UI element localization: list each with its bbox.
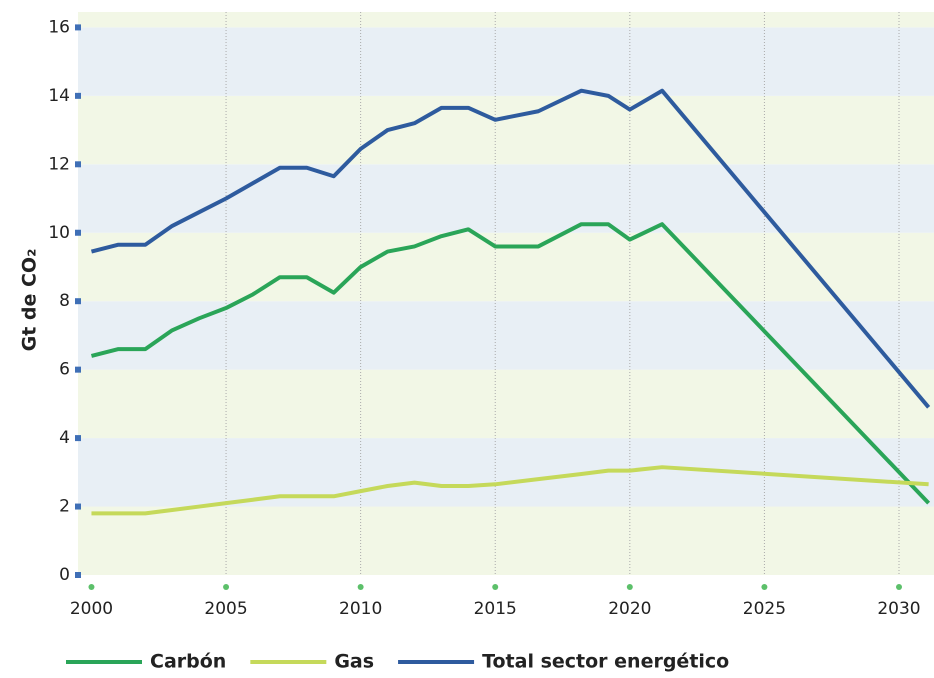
band — [78, 232, 934, 302]
y-tick — [75, 572, 81, 578]
band — [78, 12, 934, 28]
band — [78, 506, 934, 575]
legend: Carbón Gas Total sector energético — [66, 651, 729, 673]
x-tick — [88, 584, 95, 590]
y-tick — [75, 366, 81, 373]
y-tick — [75, 229, 81, 236]
x-tick-label: 2010 — [339, 599, 382, 619]
y-tick-label: 8 — [59, 291, 70, 311]
band — [78, 27, 934, 96]
y-tick — [75, 92, 81, 99]
x-tick — [761, 584, 768, 590]
x-tick-label: 2025 — [743, 599, 786, 619]
legend-label: Total sector energético — [482, 651, 729, 673]
y-tick-label: 0 — [59, 565, 70, 585]
series-line — [90, 222, 931, 505]
x-tick-label: 2015 — [474, 599, 517, 619]
y-tick-label: 16 — [48, 17, 70, 37]
band — [78, 369, 934, 439]
x-tick — [223, 584, 230, 590]
band — [78, 438, 934, 507]
y-tick — [75, 24, 81, 31]
x-tick — [896, 584, 903, 590]
series-line — [91, 465, 929, 516]
x-tick-label: 2030 — [877, 599, 920, 619]
y-tick-label: 14 — [48, 86, 70, 106]
y-tick — [75, 503, 81, 510]
band — [78, 164, 934, 233]
y-tick-label: 2 — [59, 497, 70, 517]
y-tick — [75, 435, 81, 442]
y-tick-label: 6 — [59, 360, 70, 380]
legend-label: Gas — [334, 651, 374, 673]
x-tick — [357, 584, 364, 590]
band — [78, 301, 934, 370]
y-tick — [75, 298, 81, 305]
x-tick-label: 2020 — [608, 599, 651, 619]
y-tick-label: 12 — [48, 154, 70, 174]
x-tick-label: 2000 — [70, 599, 113, 619]
x-tick-label: 2005 — [204, 599, 247, 619]
y-tick-label: 10 — [48, 223, 70, 243]
band — [78, 95, 934, 165]
x-tick — [626, 584, 633, 590]
legend-label: Carbón — [150, 651, 226, 673]
y-axis-label: Gt de CO₂ — [19, 249, 41, 352]
y-tick-label: 4 — [59, 428, 70, 448]
y-tick — [75, 161, 81, 168]
series-line — [90, 88, 931, 409]
x-tick — [492, 584, 499, 590]
